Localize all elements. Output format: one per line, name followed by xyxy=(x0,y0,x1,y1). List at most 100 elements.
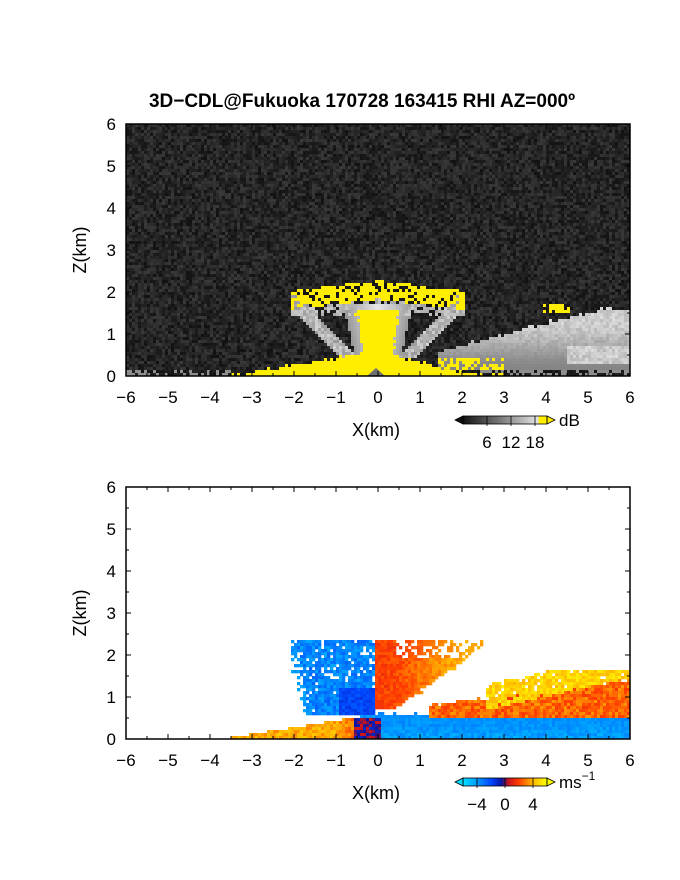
field-cell xyxy=(141,160,145,164)
field-cell xyxy=(537,151,541,155)
field-cell xyxy=(156,163,160,167)
field-cell xyxy=(579,205,583,209)
field-cell xyxy=(261,160,265,164)
field-cell xyxy=(195,157,199,161)
field-cell xyxy=(579,193,583,197)
field-cell xyxy=(405,163,409,167)
field-cell xyxy=(612,181,616,185)
field-cell xyxy=(462,166,466,170)
field-cell xyxy=(210,154,214,158)
field-cell xyxy=(306,139,310,143)
field-cell xyxy=(585,196,589,200)
field-cell xyxy=(591,145,595,149)
field-cell xyxy=(567,148,571,152)
field-cell xyxy=(261,142,265,146)
field-cell xyxy=(426,145,430,149)
field-cell xyxy=(306,169,310,173)
field-cell xyxy=(621,157,625,161)
field-cell xyxy=(549,175,553,179)
field-cell xyxy=(423,124,427,128)
field-cell xyxy=(585,190,589,194)
field-cell xyxy=(231,142,235,146)
field-cell xyxy=(576,157,580,161)
field-cell xyxy=(387,208,391,212)
field-cell xyxy=(213,142,217,146)
field-cell xyxy=(546,169,550,173)
field-cell xyxy=(441,208,445,212)
field-cell xyxy=(192,175,196,179)
field-cell xyxy=(438,157,442,161)
field-cell xyxy=(264,208,268,212)
field-cell xyxy=(342,151,346,155)
field-cell xyxy=(360,202,364,206)
field-cell xyxy=(594,178,598,182)
field-cell xyxy=(597,136,601,140)
field-cell xyxy=(474,139,478,143)
field-cell xyxy=(345,205,349,209)
field-cell xyxy=(138,184,142,188)
field-cell xyxy=(585,187,589,191)
field-cell xyxy=(156,202,160,206)
field-cell xyxy=(348,124,352,128)
field-cell xyxy=(147,145,151,149)
field-cell xyxy=(546,127,550,131)
field-cell xyxy=(456,172,460,176)
field-cell xyxy=(606,175,610,179)
field-cell xyxy=(354,136,358,140)
field-cell xyxy=(507,160,511,164)
field-cell xyxy=(240,205,244,209)
field-cell xyxy=(240,208,244,212)
field-cell xyxy=(498,175,502,179)
field-cell xyxy=(405,178,409,182)
field-cell xyxy=(255,175,259,179)
field-cell xyxy=(372,181,376,185)
field-cell xyxy=(276,205,280,209)
field-cell xyxy=(618,190,622,194)
field-cell xyxy=(597,124,601,128)
field-cell xyxy=(492,163,496,167)
field-cell xyxy=(219,196,223,200)
field-cell xyxy=(300,175,304,179)
field-cell xyxy=(213,130,217,134)
field-cell xyxy=(162,148,166,152)
field-cell xyxy=(516,133,520,137)
field-cell xyxy=(417,184,421,188)
field-cell xyxy=(423,127,427,131)
field-cell xyxy=(360,163,364,167)
field-cell xyxy=(498,205,502,209)
field-cell xyxy=(351,127,355,131)
field-cell xyxy=(357,163,361,167)
field-cell xyxy=(333,139,337,143)
field-cell xyxy=(267,127,271,131)
field-cell xyxy=(552,181,556,185)
field-cell xyxy=(156,124,160,128)
field-cell xyxy=(159,160,163,164)
field-cell xyxy=(258,127,262,131)
field-cell xyxy=(417,127,421,131)
field-cell xyxy=(153,184,157,188)
field-cell xyxy=(435,187,439,191)
field-cell xyxy=(438,202,442,206)
field-cell xyxy=(273,151,277,155)
field-cell xyxy=(228,181,232,185)
field-cell xyxy=(153,139,157,143)
field-cell xyxy=(477,184,481,188)
field-cell xyxy=(495,187,499,191)
field-cell xyxy=(180,169,184,173)
field-cell xyxy=(321,163,325,167)
field-cell xyxy=(465,124,469,128)
field-cell xyxy=(153,190,157,194)
field-cell xyxy=(576,163,580,167)
field-cell xyxy=(372,157,376,161)
field-cell xyxy=(309,202,313,206)
field-cell xyxy=(174,136,178,140)
field-cell xyxy=(429,124,433,128)
field-cell xyxy=(354,166,358,170)
field-cell xyxy=(549,130,553,134)
field-cell xyxy=(252,211,256,215)
field-cell xyxy=(234,127,238,131)
field-cell xyxy=(330,211,334,215)
field-cell xyxy=(549,151,553,155)
field-cell xyxy=(372,187,376,191)
field-cell xyxy=(435,172,439,176)
